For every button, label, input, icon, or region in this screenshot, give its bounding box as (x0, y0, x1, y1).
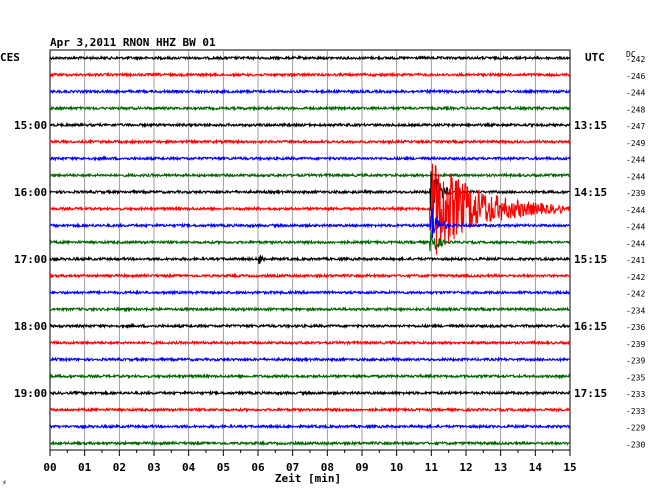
dc-offset-label: -234 (626, 306, 645, 315)
dc-offset-label: -241 (626, 256, 645, 265)
grid (49, 49, 571, 456)
trace-row (49, 171, 571, 212)
dc-offset-label: -242 (626, 273, 645, 282)
dc-offset-label: -239 (626, 357, 645, 366)
x-tick-label: 13 (494, 461, 507, 474)
dc-offset-label: -244 (626, 156, 645, 165)
trace-row (49, 138, 571, 146)
x-tick-label: 05 (217, 461, 230, 474)
x-tick-label: 08 (321, 461, 334, 474)
right-time-label: 14:15 (574, 186, 607, 199)
dc-offset-label: -246 (626, 72, 645, 81)
x-tick-label: 12 (459, 461, 472, 474)
x-tick-label: 11 (425, 461, 439, 474)
dc-label: DC (626, 50, 636, 59)
trace-row (49, 373, 571, 380)
dc-offset-label: -244 (626, 239, 645, 248)
x-tick-label: 06 (251, 461, 265, 474)
left-time-label: 18:00 (14, 320, 47, 333)
trace-row (49, 230, 571, 252)
dc-offset-label: -239 (626, 340, 645, 349)
left-timezone: CES (0, 51, 20, 64)
trace-row (49, 406, 571, 414)
trace-row (49, 305, 571, 313)
dc-offset-label: -248 (626, 105, 645, 114)
dc-offset-label: -244 (626, 89, 645, 98)
dc-offset-label: -244 (626, 223, 645, 232)
right-time-label: 13:15 (574, 119, 607, 132)
trace-row (49, 121, 571, 129)
dc-offset-label: -236 (626, 323, 645, 332)
traces (49, 54, 571, 447)
left-time-label: 15:00 (14, 119, 47, 132)
right-time-label: 17:15 (574, 387, 607, 400)
trace-row (49, 155, 571, 162)
x-tick-label: 04 (182, 461, 196, 474)
trace-row (49, 71, 571, 79)
trace-row (49, 339, 571, 346)
x-axis-label: Zeit [min] (275, 472, 341, 485)
x-tick-label: 01 (78, 461, 92, 474)
right-timezone: UTC (585, 51, 605, 64)
right-time-label: 15:15 (574, 253, 607, 266)
x-tick-label: 15 (563, 461, 576, 474)
x-tick-label: 07 (286, 461, 299, 474)
labels: Apr 3,2011 RNON HHZ BW 01 CES UTC DC Zei… (0, 36, 645, 487)
left-time-label: 19:00 (14, 387, 47, 400)
trace-row (49, 88, 571, 95)
dc-offset-label: -233 (626, 407, 645, 416)
dc-offset-label: -242 (626, 290, 645, 299)
footer-mark: ⚡ (2, 478, 7, 487)
dc-offset-label: -230 (626, 440, 645, 449)
dc-offset-label: -235 (626, 373, 645, 382)
dc-offset-label: -244 (626, 206, 645, 215)
x-tick-label: 00 (43, 461, 56, 474)
left-time-label: 16:00 (14, 186, 47, 199)
trace-row (49, 172, 571, 179)
dc-offset-label: -244 (626, 172, 645, 181)
trace-row (49, 105, 571, 112)
trace-row (49, 289, 571, 296)
right-time-label: 16:15 (574, 320, 607, 333)
trace-row (49, 207, 571, 239)
trace-row (49, 254, 571, 265)
dc-offset-label: -249 (626, 139, 645, 148)
x-tick-label: 03 (147, 461, 160, 474)
dc-offset-label: -247 (626, 122, 645, 131)
x-tick-label: 09 (355, 461, 368, 474)
trace-row (49, 356, 571, 363)
dc-offset-label: -239 (626, 189, 645, 198)
trace-row (49, 439, 571, 447)
chart-title: Apr 3,2011 RNON HHZ BW 01 (50, 36, 216, 49)
trace-row (49, 423, 571, 430)
trace-row (49, 389, 571, 397)
x-tick-label: 02 (113, 461, 126, 474)
x-tick-label: 14 (529, 461, 543, 474)
dc-offset-label: -233 (626, 390, 645, 399)
dc-offset-label: -229 (626, 424, 645, 433)
x-tick-label: 10 (390, 461, 403, 474)
trace-row (49, 272, 571, 280)
dc-offset-label: -242 (626, 55, 645, 64)
trace-row (49, 163, 571, 255)
trace-row (49, 322, 571, 330)
trace-row (49, 54, 571, 62)
left-time-label: 17:00 (14, 253, 47, 266)
